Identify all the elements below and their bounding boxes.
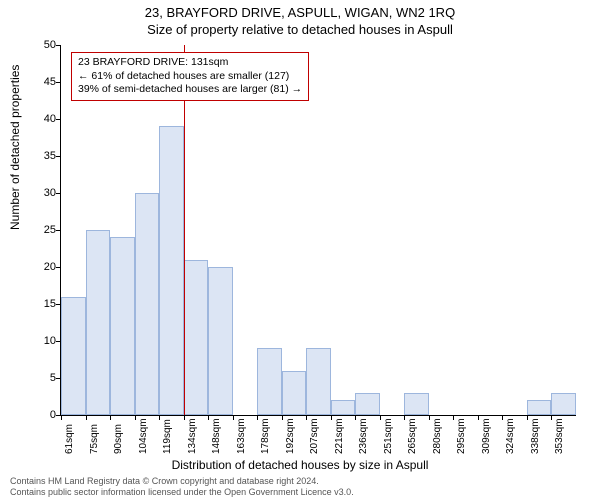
- y-tick-label: 45: [31, 76, 56, 88]
- y-tick-label: 25: [31, 224, 56, 236]
- annotation-line1: 23 BRAYFORD DRIVE: 131sqm: [78, 56, 302, 70]
- x-tick-mark: [159, 415, 160, 420]
- x-tick-mark: [527, 415, 528, 420]
- x-tick-label: 280sqm: [432, 418, 443, 454]
- annotation-line2: ← 61% of detached houses are smaller (12…: [78, 70, 302, 84]
- chart-container: 23, BRAYFORD DRIVE, ASPULL, WIGAN, WN2 1…: [0, 0, 600, 500]
- histogram-bar: [282, 371, 307, 415]
- histogram-bar: [331, 400, 356, 415]
- histogram-bar: [135, 193, 160, 415]
- y-tick-label: 20: [31, 261, 56, 273]
- x-tick-mark: [233, 415, 234, 420]
- x-tick-label: 104sqm: [138, 418, 149, 454]
- attribution: Contains HM Land Registry data © Crown c…: [10, 476, 354, 498]
- histogram-bar: [355, 393, 380, 415]
- y-tick-mark: [56, 156, 61, 157]
- x-axis-label: Distribution of detached houses by size …: [0, 458, 600, 472]
- x-tick-label: 207sqm: [309, 418, 320, 454]
- plot-area: 23 BRAYFORD DRIVE: 131sqm ← 61% of detac…: [60, 45, 576, 416]
- x-tick-label: 353sqm: [554, 418, 565, 454]
- x-tick-label: 163sqm: [236, 418, 247, 454]
- x-tick-mark: [306, 415, 307, 420]
- attribution-line2: Contains public sector information licen…: [10, 487, 354, 498]
- histogram-bar: [159, 126, 184, 415]
- x-tick-mark: [502, 415, 503, 420]
- y-tick-label: 30: [31, 187, 56, 199]
- y-tick-mark: [56, 267, 61, 268]
- x-tick-label: 251sqm: [383, 418, 394, 454]
- x-tick-label: 75sqm: [89, 424, 100, 454]
- x-tick-mark: [257, 415, 258, 420]
- x-tick-label: 338sqm: [530, 418, 541, 454]
- x-tick-mark: [429, 415, 430, 420]
- x-tick-mark: [478, 415, 479, 420]
- y-tick-label: 40: [31, 113, 56, 125]
- x-tick-mark: [551, 415, 552, 420]
- x-tick-mark: [404, 415, 405, 420]
- histogram-bar: [306, 348, 331, 415]
- x-tick-mark: [86, 415, 87, 420]
- y-axis-label: Number of detached properties: [8, 65, 22, 230]
- y-tick-label: 5: [31, 372, 56, 384]
- x-tick-mark: [331, 415, 332, 420]
- histogram-bar: [257, 348, 282, 415]
- x-tick-mark: [355, 415, 356, 420]
- x-tick-label: 324sqm: [505, 418, 516, 454]
- x-tick-label: 134sqm: [187, 418, 198, 454]
- histogram-bar: [184, 260, 209, 415]
- x-tick-mark: [380, 415, 381, 420]
- x-tick-label: 192sqm: [285, 418, 296, 454]
- x-tick-label: 148sqm: [211, 418, 222, 454]
- chart-title: 23, BRAYFORD DRIVE, ASPULL, WIGAN, WN2 1…: [0, 5, 600, 20]
- y-tick-mark: [56, 119, 61, 120]
- histogram-bar: [61, 297, 86, 415]
- x-tick-mark: [184, 415, 185, 420]
- x-tick-label: 90sqm: [113, 424, 124, 454]
- histogram-bar: [551, 393, 576, 415]
- x-tick-label: 309sqm: [481, 418, 492, 454]
- x-tick-mark: [110, 415, 111, 420]
- x-tick-mark: [282, 415, 283, 420]
- x-tick-mark: [135, 415, 136, 420]
- y-tick-label: 50: [31, 39, 56, 51]
- y-tick-label: 15: [31, 298, 56, 310]
- x-tick-mark: [208, 415, 209, 420]
- x-tick-label: 265sqm: [407, 418, 418, 454]
- x-tick-label: 119sqm: [162, 419, 173, 454]
- y-tick-mark: [56, 45, 61, 46]
- attribution-line1: Contains HM Land Registry data © Crown c…: [10, 476, 354, 487]
- histogram-bar: [208, 267, 233, 415]
- x-tick-label: 61sqm: [64, 424, 75, 454]
- x-tick-label: 295sqm: [456, 418, 467, 454]
- y-tick-label: 35: [31, 150, 56, 162]
- y-tick-mark: [56, 193, 61, 194]
- annotation-box: 23 BRAYFORD DRIVE: 131sqm ← 61% of detac…: [71, 52, 309, 101]
- x-tick-mark: [61, 415, 62, 420]
- annotation-line3: 39% of semi-detached houses are larger (…: [78, 83, 302, 97]
- histogram-bar: [404, 393, 429, 415]
- y-tick-mark: [56, 230, 61, 231]
- histogram-bar: [86, 230, 111, 415]
- x-tick-label: 178sqm: [260, 418, 271, 454]
- x-tick-mark: [453, 415, 454, 420]
- x-tick-label: 236sqm: [358, 418, 369, 454]
- x-tick-label: 221sqm: [334, 418, 345, 454]
- chart-subtitle: Size of property relative to detached ho…: [0, 22, 600, 37]
- y-tick-mark: [56, 82, 61, 83]
- y-tick-label: 0: [31, 409, 56, 421]
- histogram-bar: [110, 237, 135, 415]
- y-tick-label: 10: [31, 335, 56, 347]
- histogram-bar: [527, 400, 552, 415]
